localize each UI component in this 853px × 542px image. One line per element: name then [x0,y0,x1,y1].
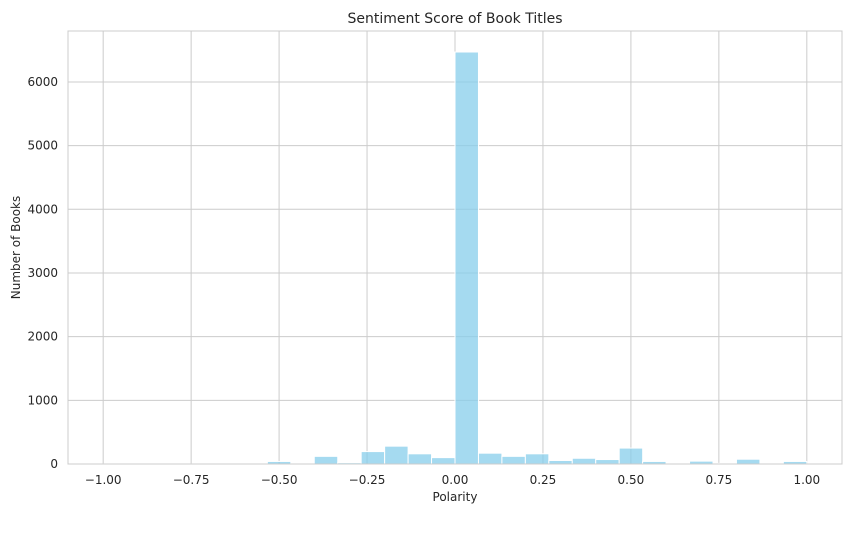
histogram-bar [501,455,526,465]
histogram-bar [313,455,339,465]
y-tick-label: 0 [50,457,58,471]
histogram-bar [618,447,644,465]
histogram-bar [595,459,620,465]
histogram-bar [431,457,456,465]
y-tick-label: 6000 [27,75,58,89]
histogram-bar [384,445,409,465]
x-tick-label: −0.50 [261,473,298,487]
y-axis-label: Number of Books [9,196,23,300]
histogram-bar [454,51,479,465]
histogram-bar [524,453,550,465]
x-tick-label: 1.00 [793,473,820,487]
y-tick-label: 1000 [27,393,58,407]
x-tick-label: −0.25 [349,473,386,487]
histogram-bar [477,452,503,465]
x-tick-label: −0.75 [173,473,210,487]
plot-border [67,30,843,465]
y-tick-label: 2000 [27,330,58,344]
histogram-bar [735,458,761,465]
x-tick-label: 0.00 [442,473,469,487]
bars [102,51,808,465]
histogram-bar [548,459,573,465]
chart-title: Sentiment Score of Book Titles [347,11,562,27]
y-tick-label: 3000 [27,266,58,280]
plot-frame [67,30,843,465]
y-tick-label: 4000 [27,202,58,216]
x-tick-label: 0.50 [618,473,645,487]
y-tick-labels: 0 1000 2000 3000 4000 5000 6000 [27,75,58,471]
x-tick-label: 0.75 [706,473,733,487]
histogram-bar [571,457,597,465]
x-tick-label: 0.25 [530,473,557,487]
histogram-bar [360,451,386,465]
x-tick-labels: −1.00 −0.75 −0.50 −0.25 0.00 0.25 0.50 0.75 1.00 [85,473,820,487]
x-tick-label: −1.00 [85,473,122,487]
x-axis-label: Polarity [433,490,478,504]
histogram-bar [407,453,433,465]
y-tick-label: 5000 [27,139,58,153]
